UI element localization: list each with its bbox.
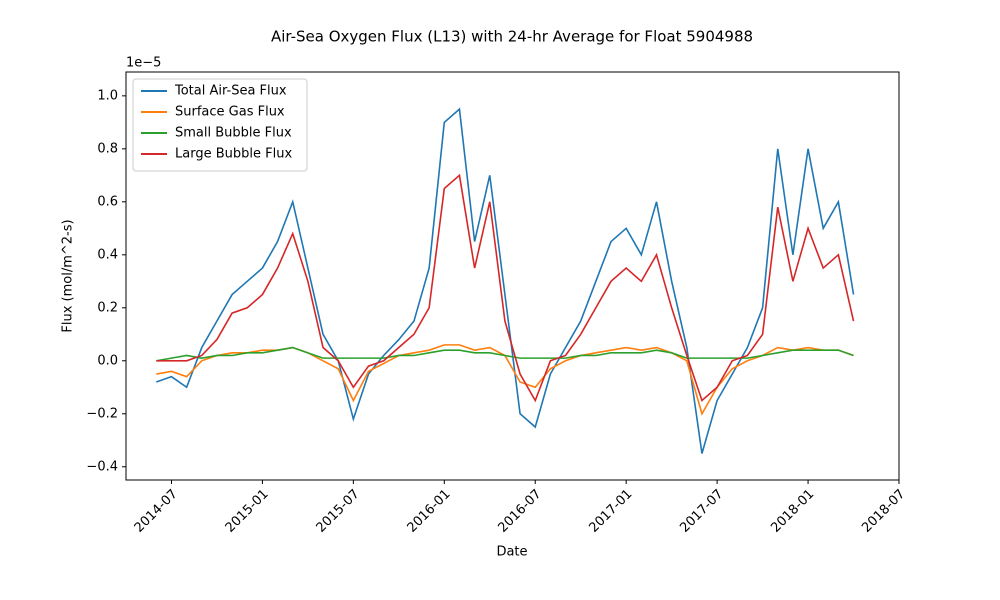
y-tick-label: 1.0 [97, 88, 118, 103]
series-line [156, 173, 855, 403]
legend-label: Large Bubble Flux [175, 147, 292, 162]
legend-label: Total Air-Sea Flux [174, 84, 287, 99]
y-tick-label: 0.0 [97, 353, 118, 368]
series-line [156, 346, 854, 362]
y-tick-label: −0.4 [86, 459, 118, 474]
legend-label: Surface Gas Flux [175, 105, 285, 120]
y-tick-label: 0.8 [97, 141, 118, 156]
y-tick-label: 0.6 [97, 194, 118, 209]
plot-frame [125, 71, 900, 481]
y-tick-label: 0.4 [97, 247, 118, 262]
legend-label: Small Bubble Flux [175, 126, 292, 141]
y-axis-label: Flux (mol/m^2-s) [61, 219, 76, 332]
legend-box [132, 78, 308, 172]
x-axis-label: Date [496, 545, 527, 560]
y-offset-text: 1e−5 [126, 56, 161, 71]
chart-title: Air-Sea Oxygen Flux (L13) with 24-hr Ave… [271, 28, 753, 46]
y-tick-label: 0.2 [97, 300, 118, 315]
y-tick-label: −0.2 [86, 406, 118, 421]
